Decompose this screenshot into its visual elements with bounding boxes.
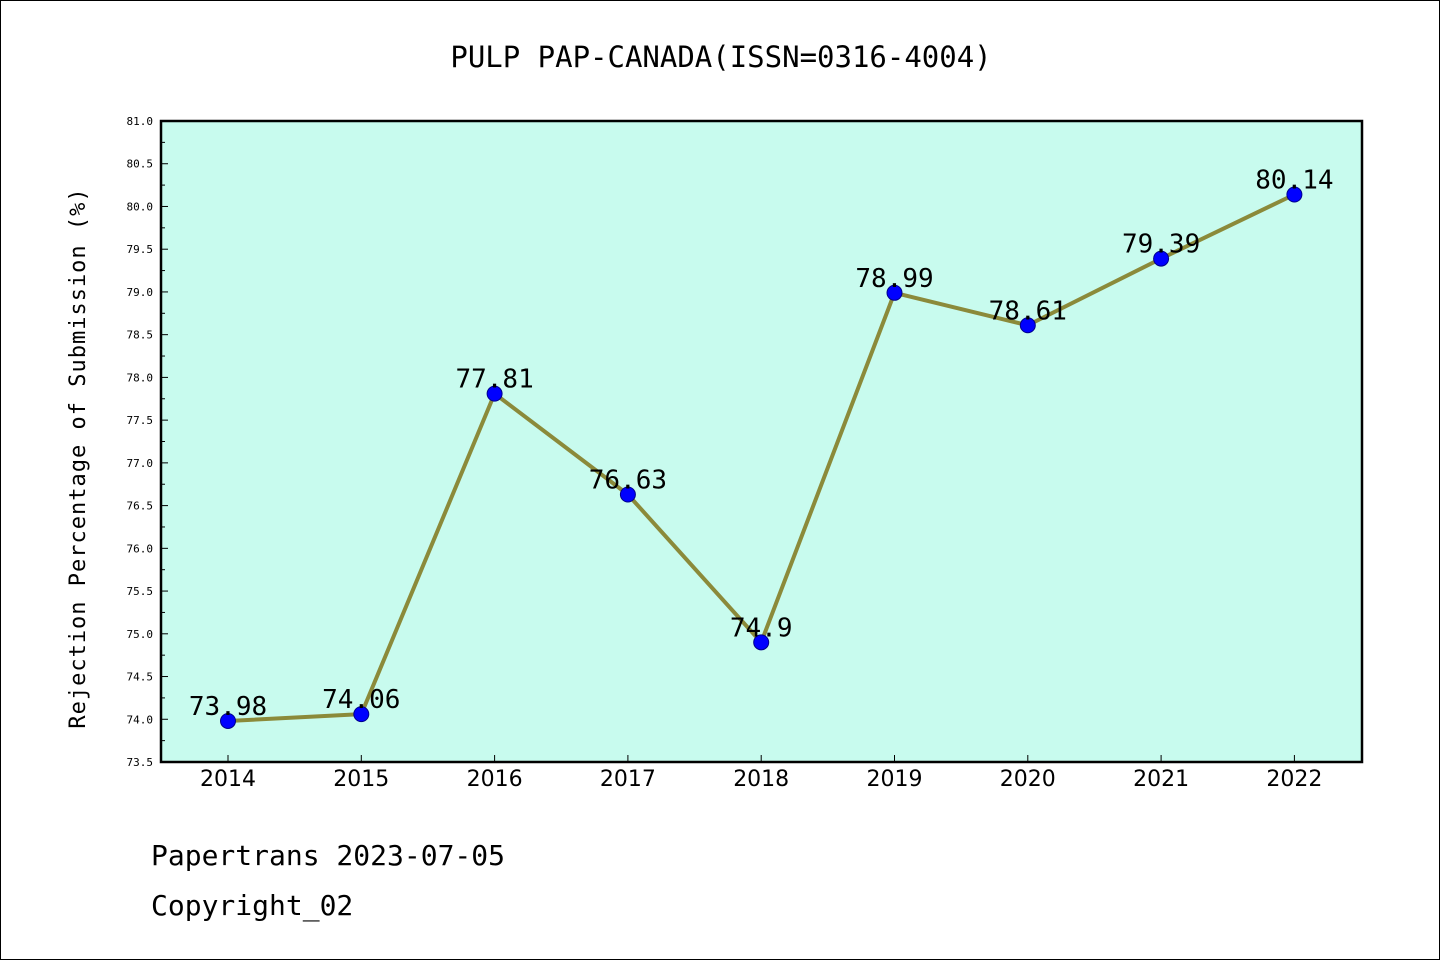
- x-tick-label: 2019: [867, 767, 923, 792]
- y-tick-label: 80.0: [127, 200, 154, 213]
- x-tick-label: 2016: [467, 767, 523, 792]
- data-point: [220, 712, 236, 729]
- marker-group: [220, 186, 1303, 729]
- x-tick-label: 2015: [333, 767, 389, 792]
- data-label: 76.63: [589, 465, 667, 495]
- data-point: [486, 385, 503, 402]
- x-tick-label: 2022: [1266, 767, 1322, 792]
- data-label: 74.9: [730, 613, 793, 643]
- y-tick-label: 79.0: [127, 286, 154, 299]
- y-tick-label: 81.0: [127, 115, 154, 128]
- y-tick-label: 74.5: [127, 671, 154, 684]
- data-point: [753, 634, 770, 651]
- x-tick-label: 2017: [600, 767, 656, 792]
- y-tick-label: 73.5: [127, 756, 154, 769]
- data-point: [1153, 250, 1170, 267]
- y-tick-label: 80.5: [127, 158, 154, 171]
- x-tick-label: 2020: [1000, 767, 1056, 792]
- data-label-group: 73.98 74.06 77.81 76.63 74.9 78.99 78.61 79.39 8…: [189, 166, 1334, 722]
- data-label: 80.14: [1255, 166, 1333, 196]
- footer-date: Papertrans 2023-07-05: [151, 839, 505, 872]
- data-point: [1019, 317, 1036, 334]
- y-tick-label: 77.0: [127, 457, 154, 470]
- x-tick-label: 2018: [733, 767, 789, 792]
- footer-copyright: Copyright_02: [151, 889, 353, 923]
- chart-title: PULP PAP-CANADA(ISSN=0316-4004): [450, 40, 991, 74]
- data-point: [1286, 186, 1303, 203]
- y-axis: 73.5 74.0 74.5 75.0 75.5 76.0 76.5 77.0 77.5 78.0…: [127, 115, 168, 769]
- data-label: 78.99: [855, 264, 933, 294]
- y-axis-label: Rejection Percentage of Submission (%): [66, 187, 91, 728]
- y-tick-label: 78.0: [127, 371, 154, 384]
- data-label: 73.98: [189, 692, 267, 722]
- y-tick-label: 78.5: [127, 329, 154, 342]
- x-tick-label: 2021: [1133, 767, 1189, 792]
- plot-area: [161, 121, 1362, 762]
- data-label: 79.39: [1122, 230, 1200, 260]
- x-tick-label: 2014: [200, 767, 256, 792]
- y-tick-label: 79.5: [127, 243, 154, 256]
- y-tick-label: 74.0: [127, 713, 154, 726]
- data-label: 77.81: [455, 365, 533, 395]
- x-axis: 2014 2015 2016 2017 2018 2019 2020 2021 2022: [200, 755, 1322, 792]
- y-tick-label: 76.0: [127, 542, 154, 555]
- data-point: [619, 486, 636, 503]
- y-tick-label: 77.5: [127, 414, 154, 427]
- data-label: 74.06: [322, 685, 400, 715]
- data-point: [886, 284, 903, 301]
- data-point: [353, 706, 370, 723]
- data-label: 78.61: [989, 296, 1067, 326]
- plot-frame: [159, 119, 1364, 764]
- y-tick-label: 76.5: [127, 500, 154, 513]
- y-tick-label: 75.0: [127, 628, 154, 641]
- y-tick-label: 75.5: [127, 585, 154, 598]
